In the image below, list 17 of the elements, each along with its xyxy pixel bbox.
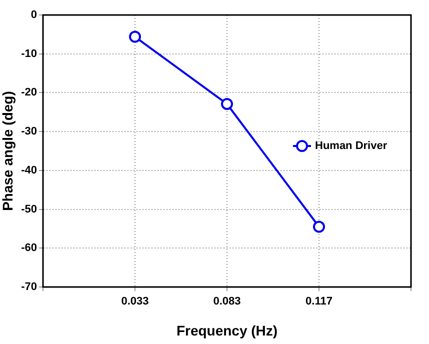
y-tick-label: 0 [30, 9, 37, 22]
point [313, 220, 325, 233]
y-tick-label: -60 [21, 242, 37, 254]
x-axis-title: Frequency (Hz) [176, 322, 278, 338]
legend-label: Human Driver [315, 140, 388, 152]
x-tick-label: 0.117 [306, 296, 332, 308]
y-tick-label: -10 [21, 48, 37, 60]
y-axis-title: Phase angle (deg) [0, 91, 16, 211]
y-tick-label: -30 [21, 126, 37, 138]
y-tick-label: -20 [21, 86, 37, 99]
point [129, 30, 141, 43]
x-tick-label: 0.033 [121, 296, 149, 308]
x-tick-label: 0.083 [213, 296, 241, 308]
y-tick-label: -40 [21, 164, 37, 176]
y-tick-label: -70 [21, 281, 37, 294]
point [221, 98, 233, 110]
y-tick-label: -50 [21, 203, 37, 216]
